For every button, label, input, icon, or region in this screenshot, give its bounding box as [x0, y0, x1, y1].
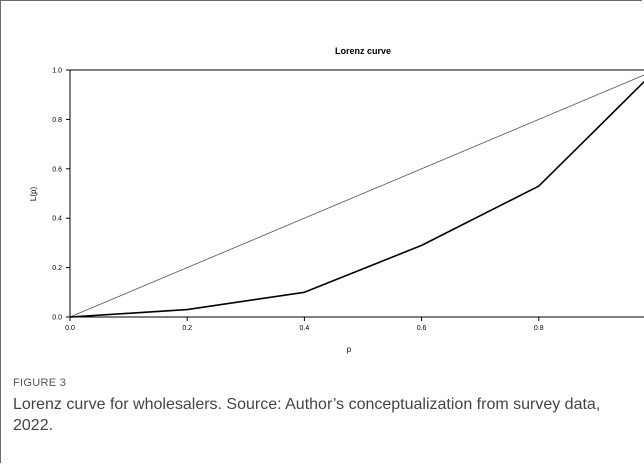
y-tick-label: 0.8: [52, 117, 62, 124]
plot-area-border: [69, 69, 644, 318]
lorenz-curve-line: [69, 80, 644, 318]
series-layer: [69, 74, 644, 318]
x-tick-label: 0.2: [182, 325, 192, 332]
x-tick-label: 0.4: [300, 325, 310, 332]
lorenz-chart: Lorenz curve 0.00.20.40.60.81.0 0.00.20.…: [29, 46, 644, 354]
y-tick-label: 0.4: [52, 216, 62, 223]
figure-caption: Lorenz curve for wholesalers. Source: Au…: [13, 396, 601, 434]
x-tick-label: 0.0: [65, 325, 75, 332]
x-tick-label: 0.6: [417, 325, 427, 332]
x-tick-label: 0.8: [534, 325, 544, 332]
equality-line: [69, 74, 644, 318]
chart-title: Lorenz curve: [335, 46, 391, 56]
y-axis-ticks: 0.0 0.2 0.4 0.6 0.8 1.0: [52, 68, 70, 322]
y-tick-label: 0.2: [52, 265, 62, 272]
x-axis-label: p: [347, 345, 352, 354]
y-tick-label: 1.0: [52, 68, 62, 75]
y-tick-label: 0.6: [52, 166, 62, 173]
x-axis-ticks: 0.00.20.40.60.81.0: [65, 317, 544, 332]
y-axis-label: L(p): [29, 187, 38, 202]
y-tick-label: 0.0: [52, 315, 62, 322]
figure-label: FIGURE 3: [13, 377, 67, 389]
